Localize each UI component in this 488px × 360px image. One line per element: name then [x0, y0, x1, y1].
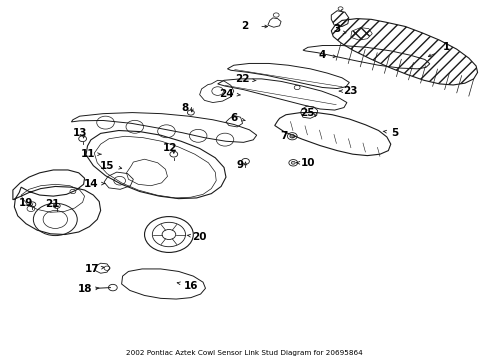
Text: 12: 12 [163, 143, 177, 153]
Text: 22: 22 [234, 74, 249, 84]
Text: 5: 5 [390, 128, 398, 138]
Text: 19: 19 [19, 198, 33, 208]
Text: 9: 9 [236, 160, 243, 170]
Text: 13: 13 [72, 128, 87, 138]
Text: 3: 3 [333, 24, 340, 35]
Circle shape [291, 161, 295, 164]
Text: 16: 16 [183, 281, 198, 291]
Text: 17: 17 [85, 264, 100, 274]
Text: 11: 11 [81, 149, 96, 159]
Text: 23: 23 [343, 86, 357, 96]
Text: 8: 8 [181, 103, 188, 113]
Text: 18: 18 [77, 284, 92, 294]
Text: 2: 2 [241, 21, 247, 31]
Text: 7: 7 [279, 131, 286, 141]
Text: 2002 Pontiac Aztek Cowl Sensor Link Stud Diagram for 20695864: 2002 Pontiac Aztek Cowl Sensor Link Stud… [126, 350, 362, 356]
Text: 24: 24 [218, 89, 233, 99]
Text: 6: 6 [230, 113, 237, 123]
Text: 4: 4 [318, 50, 325, 60]
Text: 1: 1 [442, 42, 449, 52]
Text: 14: 14 [83, 179, 98, 189]
Text: 21: 21 [44, 199, 59, 210]
Text: 15: 15 [100, 161, 114, 171]
Text: 10: 10 [300, 158, 314, 168]
Text: 25: 25 [299, 108, 313, 118]
Circle shape [289, 134, 294, 138]
Text: 20: 20 [192, 232, 206, 242]
